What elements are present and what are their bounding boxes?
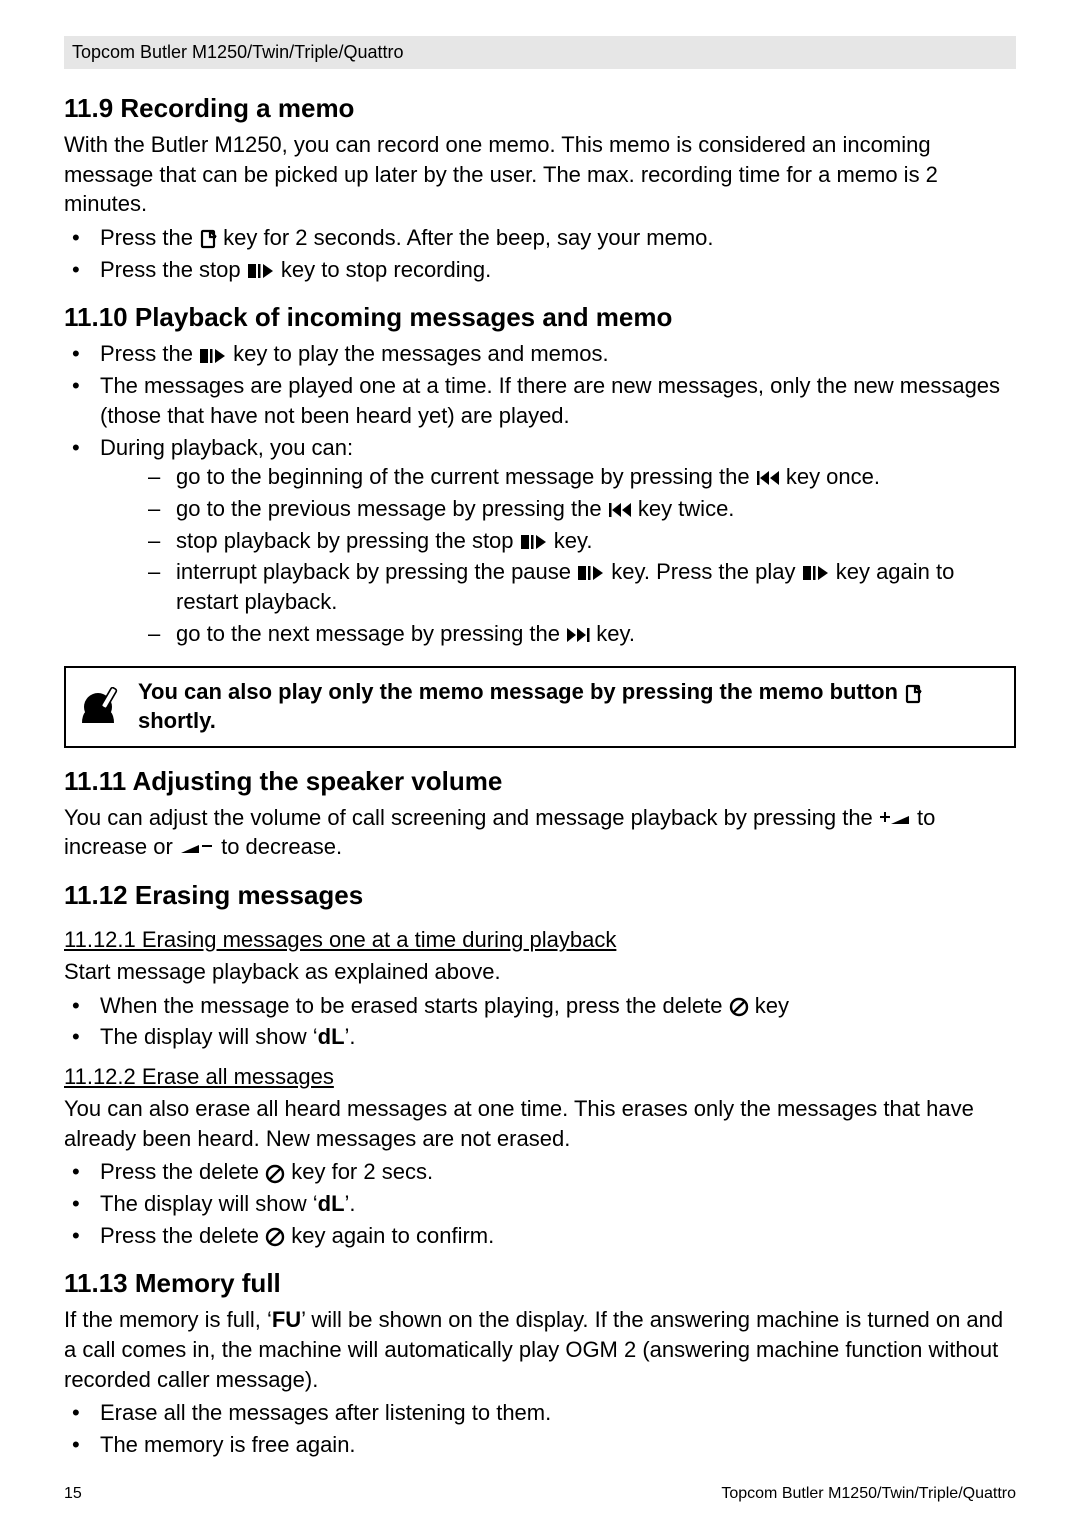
delete-icon (265, 1164, 285, 1184)
li-11-10-3: During playback, you can: go to the begi… (64, 433, 1016, 649)
sub-11-12-1: 11.12.1 Erasing messages one at a time d… (64, 927, 616, 953)
header-product: Topcom Butler M1250/Twin/Triple/Quattro (72, 42, 403, 62)
d3: stop playback by pressing the stop key. (140, 526, 1016, 556)
li-11-10-1: Press the key to play the messages and m… (64, 339, 1016, 369)
text: Press the delete (100, 1223, 265, 1248)
stop-play-icon (577, 563, 605, 583)
text: go to the beginning of the current messa… (176, 464, 756, 489)
list-11-10: Press the key to play the messages and m… (64, 339, 1016, 648)
heading-11-13: 11.13 Memory full (64, 1268, 1016, 1299)
text: go to the next message by pressing the (176, 621, 566, 646)
list-11-13: Erase all the messages after listening t… (64, 1398, 1016, 1459)
heading-11-11: 11.11 Adjusting the speaker volume (64, 766, 1016, 797)
sublist-11-10: go to the beginning of the current messa… (140, 462, 1016, 648)
volume-up-icon (879, 810, 911, 828)
text: key twice. (638, 496, 735, 521)
rewind-icon (756, 468, 780, 488)
page-header: Topcom Butler M1250/Twin/Triple/Quattro (64, 36, 1016, 69)
li-11-9-1: Press the key for 2 seconds. After the b… (64, 223, 1016, 253)
list-11-12-2: Press the delete key for 2 secs. The dis… (64, 1157, 1016, 1250)
text: key once. (786, 464, 880, 489)
text: You can adjust the volume of call screen… (64, 805, 879, 830)
li5: Press the delete key again to confirm. (64, 1221, 1016, 1251)
code-dl: dL (318, 1191, 345, 1216)
delete-icon (729, 997, 749, 1017)
text: Press the (100, 225, 199, 250)
text: key to stop recording. (281, 257, 491, 282)
text: key. (554, 528, 593, 553)
li2: The display will show ‘dL’. (64, 1022, 1016, 1052)
code-fu: FU (272, 1307, 301, 1332)
li4: The display will show ‘dL’. (64, 1189, 1016, 1219)
d2: go to the previous message by pressing t… (140, 494, 1016, 524)
stop-play-icon (199, 346, 227, 366)
text: Press the (100, 341, 199, 366)
text: The display will show ‘ (100, 1191, 318, 1216)
text: shortly. (138, 708, 216, 733)
d1: go to the beginning of the current messa… (140, 462, 1016, 492)
text: key. (596, 621, 635, 646)
memo-icon (904, 684, 922, 704)
page: Topcom Butler M1250/Twin/Triple/Quattro … (0, 0, 1080, 1527)
intro-11-9: With the Butler M1250, you can record on… (64, 130, 1016, 219)
text: key to play the messages and memos. (233, 341, 608, 366)
p-11-12-2: You can also erase all heard messages at… (64, 1094, 1016, 1153)
volume-down-icon (179, 839, 215, 857)
heading-11-9: 11.9 Recording a memo (64, 93, 1016, 124)
text: stop playback by pressing the stop (176, 528, 520, 553)
sub-11-12-2: 11.12.2 Erase all messages (64, 1064, 334, 1090)
heading-11-12: 11.12 Erasing messages (64, 880, 1016, 911)
text: key. Press the play (611, 559, 801, 584)
fast-forward-icon (566, 625, 590, 645)
footer-product: Topcom Butler M1250/Twin/Triple/Quattro (721, 1485, 1016, 1503)
text: If the memory is full, ‘ (64, 1307, 272, 1332)
list-11-12-1: When the message to be erased starts pla… (64, 991, 1016, 1052)
text: Press the delete (100, 1159, 265, 1184)
stop-play-icon (802, 563, 830, 583)
p-11-13: If the memory is full, ‘FU’ will be show… (64, 1305, 1016, 1394)
text: interrupt playback by pressing the pause (176, 559, 577, 584)
stop-play-icon (520, 532, 548, 552)
text: ’. (345, 1191, 356, 1216)
p-11-11: You can adjust the volume of call screen… (64, 803, 1016, 862)
li2: The memory is free again. (64, 1430, 1016, 1460)
text: go to the previous message by pressing t… (176, 496, 608, 521)
li3: Press the delete key for 2 secs. (64, 1157, 1016, 1187)
stop-play-icon (247, 261, 275, 281)
list-11-9: Press the key for 2 seconds. After the b… (64, 223, 1016, 284)
p-11-12-1: Start message playback as explained abov… (64, 957, 1016, 987)
li1: Erase all the messages after listening t… (64, 1398, 1016, 1428)
li1: When the message to be erased starts pla… (64, 991, 1016, 1021)
text: key (755, 993, 789, 1018)
note-pen-icon (80, 687, 120, 727)
d4: interrupt playback by pressing the pause… (140, 557, 1016, 616)
heading-11-10: 11.10 Playback of incoming messages and … (64, 302, 1016, 333)
text: When the message to be erased starts pla… (100, 993, 729, 1018)
text: key again to confirm. (291, 1223, 494, 1248)
li-11-9-2: Press the stop key to stop recording. (64, 255, 1016, 285)
text: key for 2 secs. (291, 1159, 433, 1184)
page-footer: 15 Topcom Butler M1250/Twin/Triple/Quatt… (64, 1485, 1016, 1503)
memo-icon (199, 229, 217, 249)
page-number: 15 (64, 1485, 82, 1503)
text: During playback, you can: (100, 435, 353, 460)
note-box: You can also play only the memo message … (64, 666, 1016, 747)
delete-icon (265, 1227, 285, 1247)
text: The display will show ‘ (100, 1024, 318, 1049)
text: Press the stop (100, 257, 247, 282)
d5: go to the next message by pressing the k… (140, 619, 1016, 649)
text: You can also play only the memo message … (138, 679, 904, 704)
text: key for 2 seconds. After the beep, say y… (223, 225, 713, 250)
code-dl: dL (318, 1024, 345, 1049)
li-11-10-2: The messages are played one at a time. I… (64, 371, 1016, 430)
text: to decrease. (221, 834, 342, 859)
text: ’. (345, 1024, 356, 1049)
note-text: You can also play only the memo message … (138, 678, 1000, 735)
rewind-icon (608, 500, 632, 520)
